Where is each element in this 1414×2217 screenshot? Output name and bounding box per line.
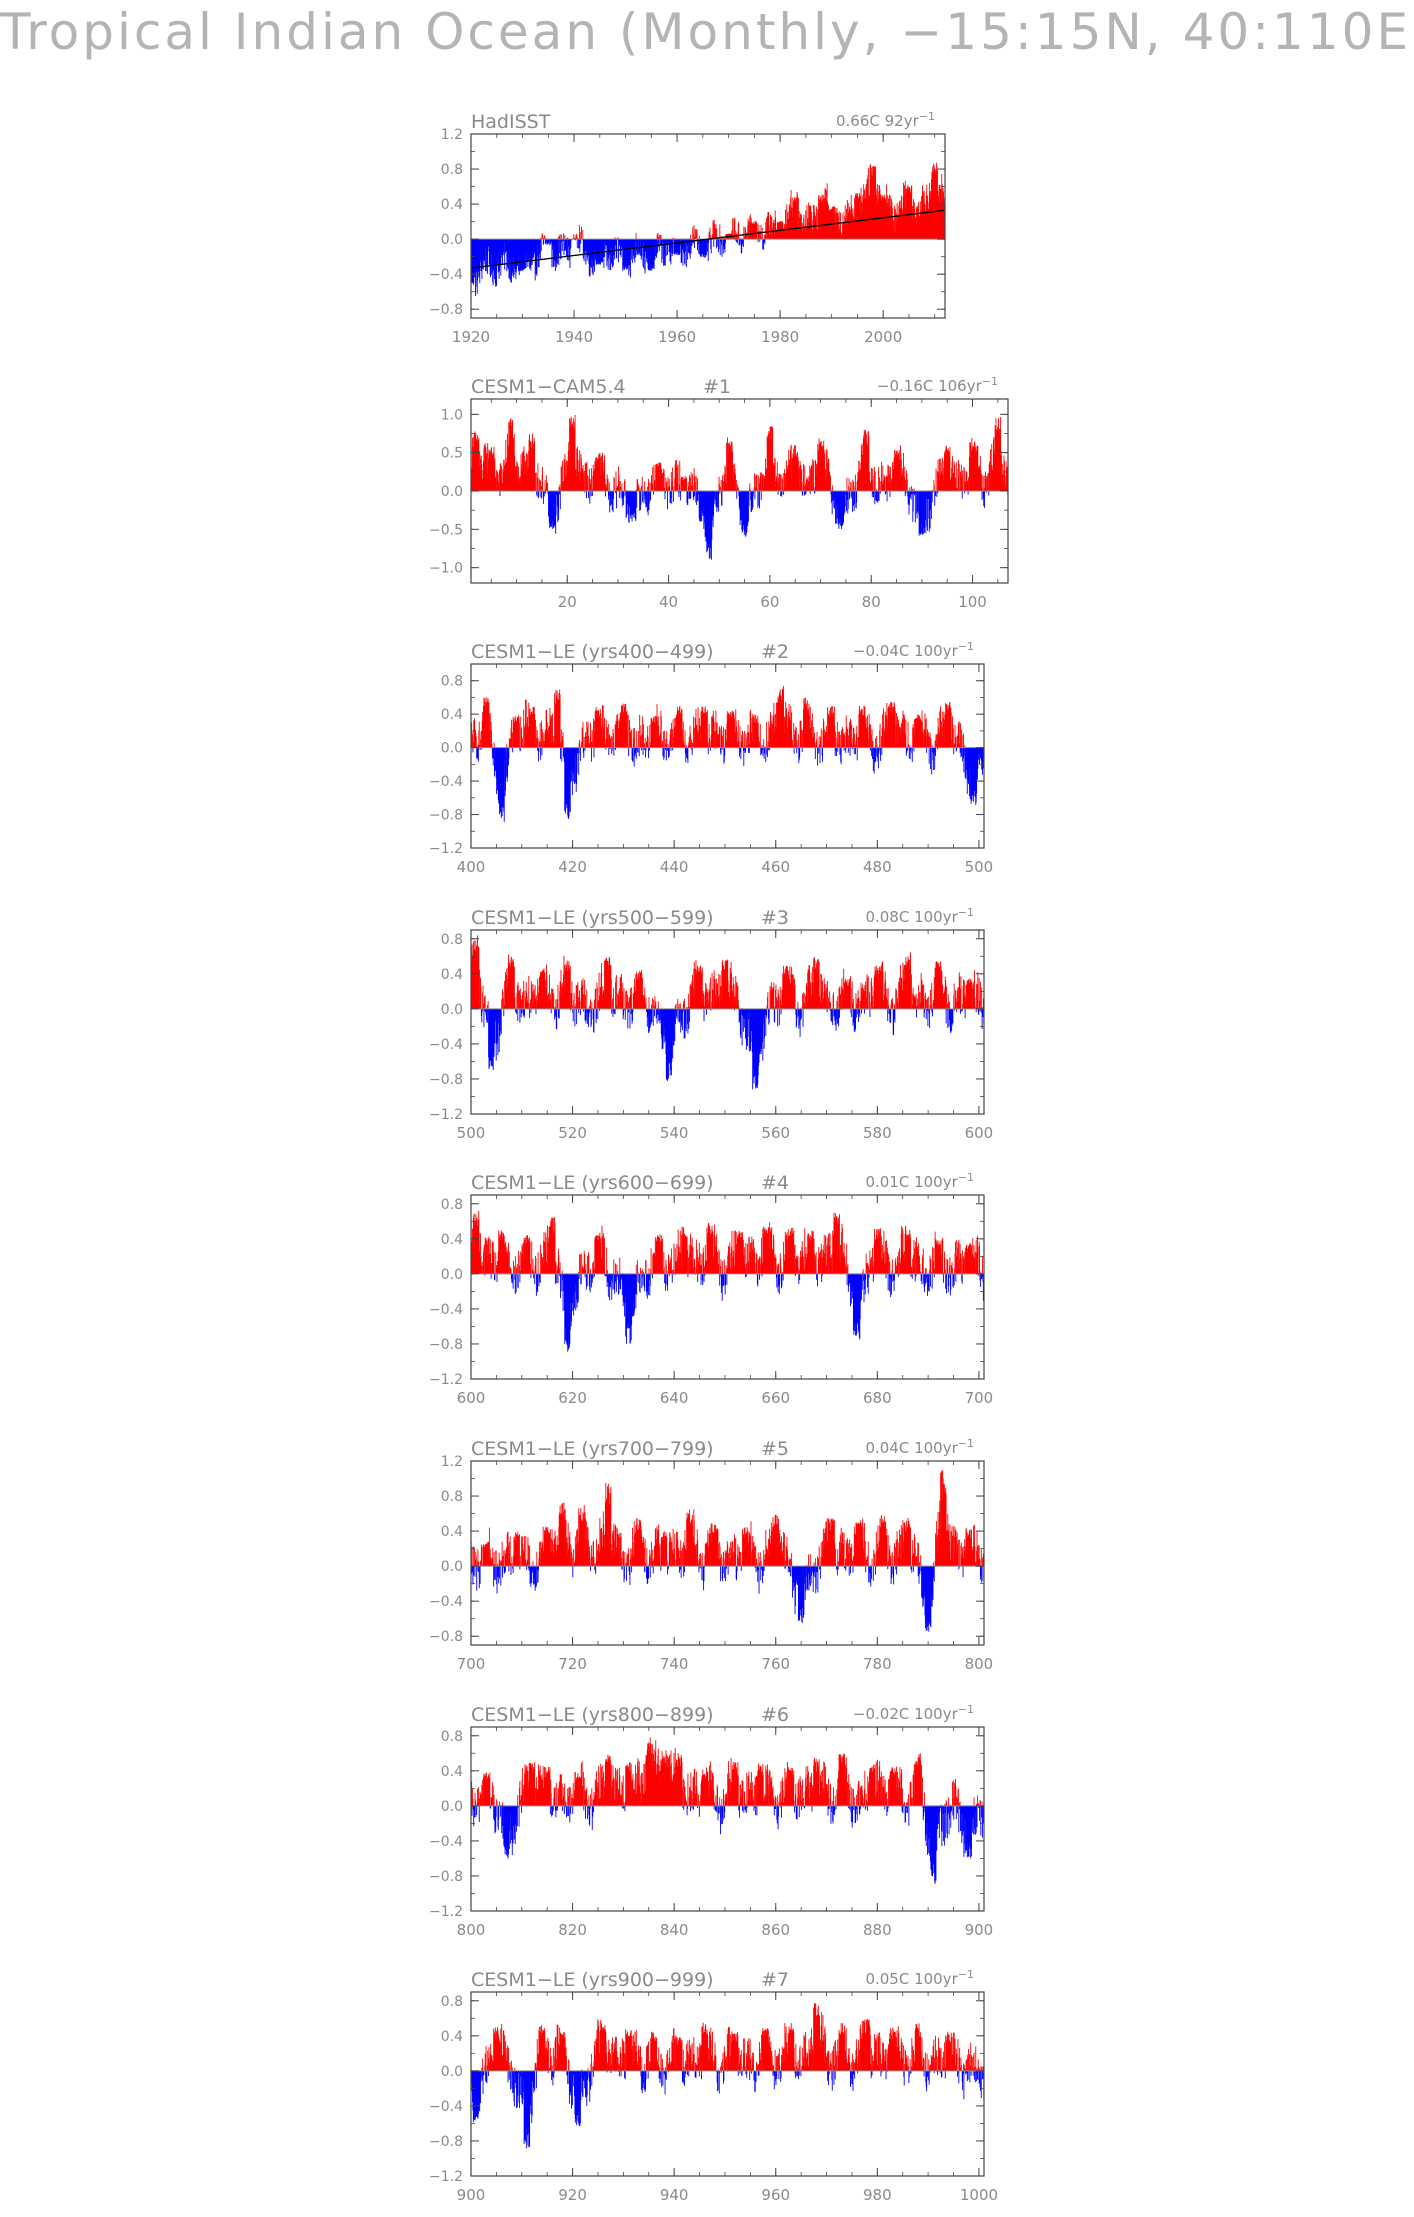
trend-label: 0.08C 100yr−1 [865, 906, 974, 926]
trend-label: −0.04C 100yr−1 [853, 640, 974, 660]
chart-panel-4: CESM1−LE (yrs500−599) #3 0.08C 100yr−1−1.2… [429, 906, 993, 1142]
y-tick-label: 0.0 [441, 484, 463, 500]
y-tick-label: 0.0 [441, 741, 463, 757]
panel-subtitle: #2 [761, 641, 789, 663]
x-tick-label: 100 [958, 593, 987, 611]
page-title: Tropical Indian Ocean (Monthly, −15:15N,… [0, 3, 1414, 61]
y-tick-label: −0.4 [429, 774, 463, 790]
bar-series [470, 415, 1009, 560]
x-tick-label: 60 [760, 593, 779, 611]
y-tick-label: −1.0 [429, 561, 463, 577]
y-tick-label: −0.8 [429, 302, 463, 318]
panel-title: CESM1−LE (yrs500−599) [471, 907, 714, 929]
x-tick-label: 460 [761, 858, 790, 876]
panel-title: CESM1−LE (yrs400−499) [471, 641, 714, 663]
y-tick-label: 0.5 [441, 446, 463, 462]
chart-panel-3: CESM1−LE (yrs400−499) #2 −0.04C 100yr−1 −1.… [429, 640, 993, 876]
bar-series [470, 685, 985, 822]
y-tick-label: −1.2 [429, 841, 463, 857]
x-tick-label: 20 [558, 593, 577, 611]
plot-frame [470, 133, 946, 319]
x-tick-label: 400 [457, 858, 486, 876]
y-tick-label: 0.8 [441, 162, 463, 178]
y-tick-label: 0.8 [441, 674, 463, 690]
plot-frame [470, 663, 985, 849]
x-tick-label: 1960 [658, 328, 696, 346]
x-tick-label: 40 [659, 593, 678, 611]
x-tick-label: 440 [660, 858, 689, 876]
panel-title: CESM1−CAM5.4 [471, 376, 626, 398]
bar-series [470, 935, 985, 1090]
trend-line [470, 209, 946, 269]
trend-label: 0.66C 92yr−1 [836, 110, 935, 130]
x-tick-label: 80 [862, 593, 881, 611]
y-tick-label: −0.8 [429, 808, 463, 824]
trend-label: −0.16C 106yr−1 [877, 375, 998, 395]
x-tick-label: 1920 [452, 328, 490, 346]
panel-subtitle: #3 [761, 907, 789, 929]
y-tick-label: 0.4 [441, 707, 463, 723]
panel-title: HadISST [471, 111, 551, 133]
chart-panel-1: HadISST 0.66C 92yr−1 −0.8 −0.4 0.0 0.4 0.8 1.2 1… [429, 110, 946, 346]
bar-series [470, 162, 946, 296]
y-tick-label: 1.2 [441, 127, 463, 143]
panel-subtitle: #1 [703, 376, 731, 398]
x-tick-label: 420 [558, 858, 587, 876]
chart-panel-2: CESM1−CAM5.4 #1 −0.16C 106yr−1 −1.0 −0.5 0.0 0… [429, 375, 1009, 611]
y-tick-label: −0.5 [429, 522, 463, 538]
y-tick-label: 0.4 [441, 197, 463, 213]
y-tick-label: 0.0 [441, 232, 463, 248]
x-tick-label: 1980 [761, 328, 799, 346]
y-tick-label: −0.4 [429, 267, 463, 283]
y-tick-label: 1.0 [441, 407, 463, 423]
x-tick-label: 2000 [864, 328, 902, 346]
x-tick-label: 480 [863, 858, 892, 876]
x-tick-label: 1940 [555, 328, 593, 346]
x-tick-label: 500 [965, 858, 994, 876]
